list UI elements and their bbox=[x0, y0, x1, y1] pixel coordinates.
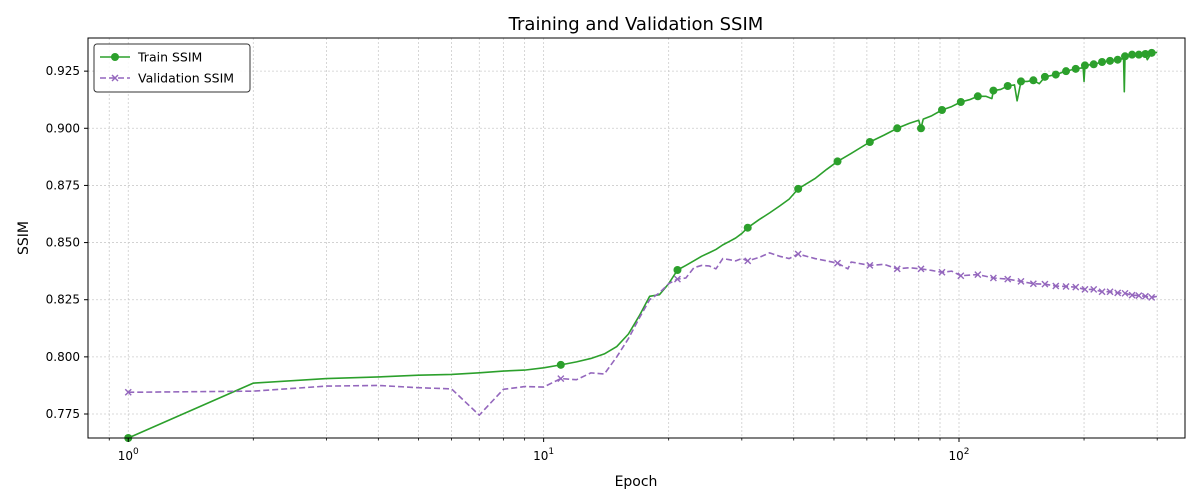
data-point bbox=[1062, 282, 1070, 290]
data-point bbox=[1141, 292, 1149, 300]
data-point bbox=[1098, 288, 1106, 296]
data-point bbox=[1062, 67, 1071, 76]
data-point bbox=[916, 124, 925, 133]
data-point bbox=[1113, 55, 1122, 64]
data-point bbox=[1004, 275, 1012, 283]
data-point bbox=[1098, 58, 1107, 66]
data-point bbox=[865, 138, 874, 146]
legend-item: Validation SSIM bbox=[100, 71, 234, 86]
legend: Train SSIM Validation SSIM bbox=[93, 43, 251, 93]
x-tick-label: 100 bbox=[118, 447, 139, 463]
data-point bbox=[973, 92, 982, 101]
data-point bbox=[833, 157, 842, 166]
data-point bbox=[1089, 60, 1098, 69]
series-line bbox=[128, 252, 1158, 416]
data-point bbox=[1135, 292, 1143, 300]
data-point bbox=[794, 184, 803, 193]
data-point bbox=[124, 388, 132, 396]
data-point bbox=[1051, 70, 1060, 79]
data-point bbox=[1041, 280, 1049, 288]
data-point bbox=[1121, 289, 1129, 297]
x-axis-title: Epoch bbox=[615, 474, 658, 490]
data-point bbox=[1090, 285, 1098, 293]
data-point bbox=[989, 86, 998, 95]
data-point bbox=[1114, 289, 1122, 297]
data-point bbox=[1106, 56, 1115, 65]
data-point bbox=[937, 106, 946, 114]
plot-frame bbox=[87, 37, 1186, 439]
y-tick-label: 0.900 bbox=[46, 121, 80, 135]
data-point bbox=[794, 250, 802, 258]
data-point bbox=[673, 275, 681, 283]
data-point bbox=[893, 124, 902, 133]
data-point bbox=[1017, 277, 1025, 285]
data-point bbox=[1081, 285, 1089, 293]
legend-label: Validation SSIM bbox=[138, 71, 234, 86]
y-tick-label: 0.850 bbox=[46, 236, 80, 250]
data-point bbox=[1072, 283, 1080, 291]
y-tick-label: 0.825 bbox=[46, 293, 80, 307]
series-validation-ssim bbox=[124, 250, 1158, 416]
data-point bbox=[1029, 76, 1038, 85]
data-point bbox=[1128, 50, 1137, 59]
data-point bbox=[673, 266, 682, 274]
legend-item: Train SSIM bbox=[100, 50, 202, 65]
data-point bbox=[1141, 50, 1150, 58]
data-point bbox=[956, 98, 965, 106]
data-point bbox=[1052, 282, 1060, 290]
y-tick-label: 0.875 bbox=[46, 178, 80, 192]
data-point bbox=[1148, 293, 1156, 301]
chart-title: Training and Validation SSIM bbox=[508, 14, 764, 35]
data-point bbox=[917, 265, 925, 273]
data-point bbox=[1121, 52, 1130, 61]
data-point bbox=[866, 261, 874, 269]
axes: 100 101 102 0.775 0.800 0.825 0.850 0.875 0.900 0… bbox=[46, 64, 1158, 463]
y-axis-title: SSIM bbox=[16, 221, 32, 255]
data-point bbox=[1080, 61, 1089, 70]
data-point bbox=[1128, 291, 1136, 299]
y-tick-label: 0.925 bbox=[46, 64, 80, 78]
legend-label: Train SSIM bbox=[137, 50, 202, 65]
data-point bbox=[743, 223, 752, 232]
data-point bbox=[834, 259, 842, 267]
x-tick-label: 102 bbox=[948, 447, 969, 463]
legend-box bbox=[93, 43, 251, 93]
y-tick-label: 0.800 bbox=[46, 350, 80, 364]
legend-marker bbox=[111, 53, 119, 61]
data-point bbox=[556, 360, 565, 369]
grid bbox=[88, 38, 1185, 438]
series-layer bbox=[124, 48, 1158, 442]
series-train-ssim bbox=[124, 48, 1158, 442]
data-point bbox=[1147, 48, 1156, 57]
x-tick-label: 101 bbox=[533, 447, 554, 463]
data-point bbox=[1040, 72, 1049, 81]
data-point bbox=[893, 265, 901, 273]
data-point bbox=[1071, 64, 1080, 73]
data-point bbox=[1106, 288, 1114, 296]
data-point bbox=[974, 271, 982, 279]
data-point bbox=[989, 274, 997, 282]
data-point bbox=[744, 257, 752, 265]
y-tick-label: 0.775 bbox=[46, 407, 80, 421]
data-point bbox=[1003, 82, 1012, 90]
data-point bbox=[1016, 77, 1025, 86]
data-point bbox=[1029, 280, 1037, 288]
data-point bbox=[1134, 50, 1143, 59]
data-point bbox=[938, 268, 946, 276]
series-line bbox=[127, 51, 1158, 439]
data-point bbox=[957, 272, 965, 280]
data-point bbox=[557, 375, 565, 383]
